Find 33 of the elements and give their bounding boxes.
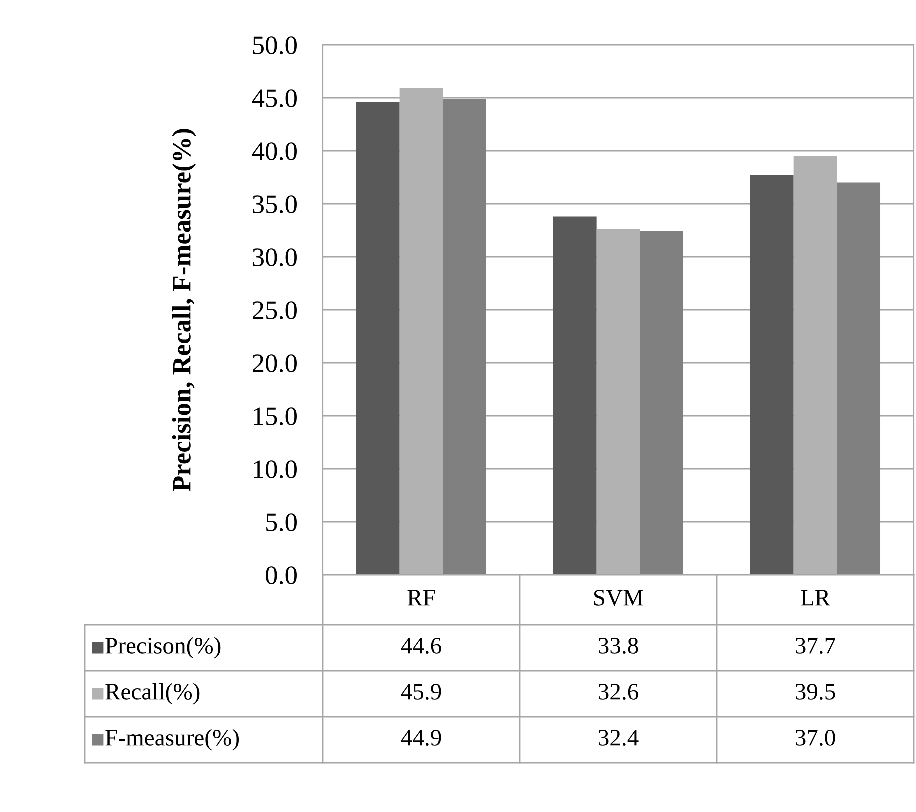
data-label: 45.9 (401, 684, 442, 700)
y-tick-label: 20.0 (252, 354, 297, 373)
y-tick-label: 45.0 (252, 90, 297, 108)
y-tick-label: 0.0 (266, 566, 297, 585)
x-tick-label: SVM (594, 590, 644, 606)
y-tick-label: 30.0 (253, 248, 297, 267)
data-label: 32.4 (598, 730, 639, 746)
y-tick-label: 50.0 (253, 36, 297, 55)
y-tick-label: 15.0 (254, 408, 297, 426)
data-label: 32.6 (598, 684, 638, 700)
y-tick-label: 40.0 (252, 142, 297, 161)
data-label: 39.5 (796, 684, 836, 700)
data-label: 37.0 (796, 730, 836, 746)
data-label: 44.6 (401, 638, 442, 654)
data-label: 33.8 (598, 638, 638, 654)
legend-label: Precison(%) (106, 637, 221, 659)
y-tick-label: 35.0 (253, 196, 297, 214)
y-axis-title: Precision, Recall, F-measure(%) (172, 129, 196, 492)
x-tick-label: RF (408, 590, 436, 606)
bar (750, 175, 794, 575)
bar (640, 232, 684, 575)
bar (443, 99, 487, 575)
x-tick-label: LR (801, 590, 831, 606)
bar (837, 182, 881, 575)
y-tick-label: 5.0 (266, 514, 297, 532)
legend-label: Recall(%) (106, 683, 200, 705)
y-tick-label: 10.0 (254, 460, 297, 479)
y-tick-label: 25.0 (252, 302, 297, 320)
data-label: 44.9 (401, 730, 442, 746)
data-label: 37.7 (796, 638, 836, 654)
legend-label: F-measure(%) (106, 729, 240, 751)
bar (553, 216, 597, 575)
bar (356, 102, 400, 575)
